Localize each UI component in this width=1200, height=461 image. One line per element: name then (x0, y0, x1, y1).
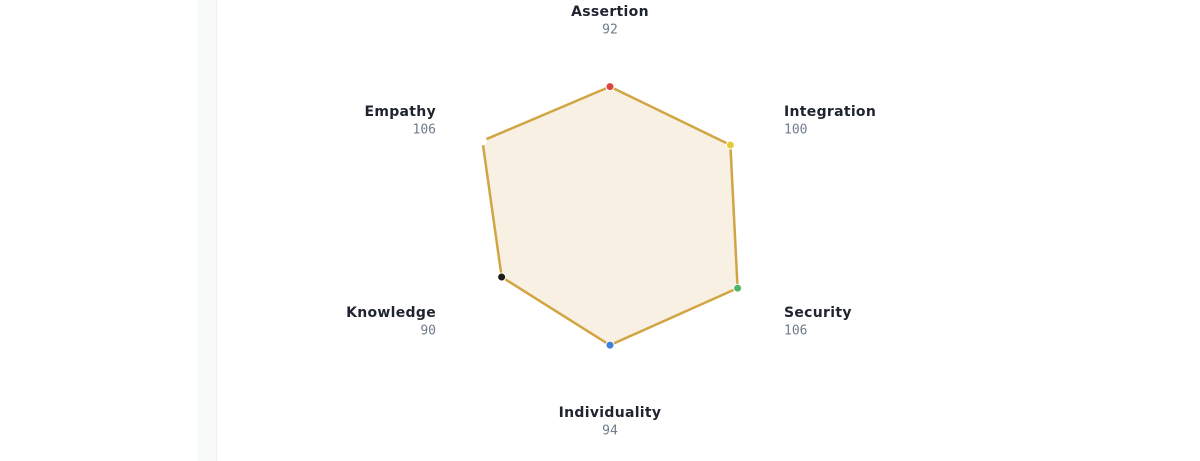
radar-point (477, 136, 487, 146)
axis-value: 106 (784, 324, 807, 339)
radar-point (725, 140, 735, 150)
radar-point (605, 340, 615, 350)
radar-area (481, 85, 739, 347)
axis-label: Knowledge (346, 305, 436, 321)
axis-value: 92 (602, 23, 618, 38)
axis-label: Integration (784, 104, 876, 120)
axis-label: Individuality (559, 405, 662, 421)
axis-value: 94 (602, 424, 618, 439)
axis-value: 106 (413, 123, 436, 138)
axis-label: Security (784, 305, 852, 321)
axis-label: Empathy (364, 104, 436, 120)
radar-point (497, 272, 507, 282)
radar-point (605, 82, 615, 92)
radar-point (733, 283, 743, 293)
axis-value: 100 (784, 123, 807, 138)
axis-label: Assertion (571, 4, 649, 20)
sidebar (197, 0, 216, 461)
axis-value: 90 (420, 324, 436, 339)
